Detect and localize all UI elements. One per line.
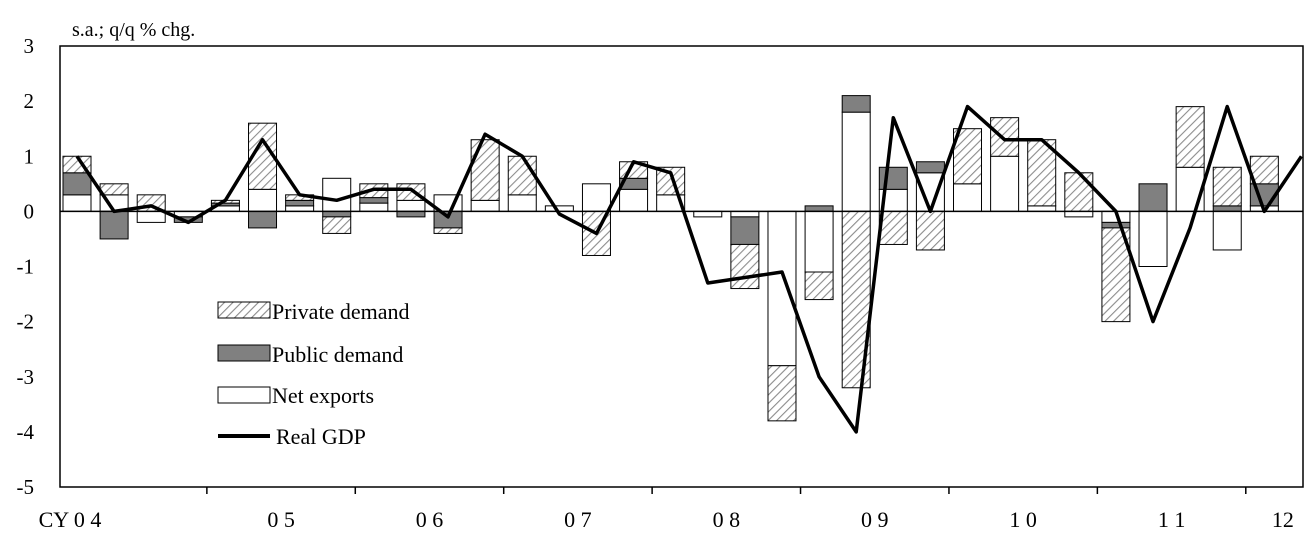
bar-private-demand <box>767 365 797 422</box>
x-axis-label: 1 1 <box>1158 507 1186 532</box>
bar-net-exports <box>544 205 574 212</box>
bar-public-demand <box>322 210 352 218</box>
bar-private-demand <box>1212 166 1242 207</box>
legend-label-real-gdp: Real GDP <box>276 424 366 449</box>
bar-public-demand <box>396 210 426 218</box>
bar-private-demand <box>878 210 908 245</box>
bar-net-exports <box>767 210 797 367</box>
bar-public-demand <box>804 205 834 212</box>
bar-net-exports <box>730 210 760 218</box>
bar-public-demand <box>1101 221 1131 229</box>
legend-label-public-demand: Public demand <box>272 342 403 367</box>
bar-private-demand <box>1175 106 1205 168</box>
y-tick-label: 2 <box>24 89 35 113</box>
bar-public-demand <box>1138 183 1168 212</box>
bar-net-exports <box>693 210 723 218</box>
y-tick-label: -1 <box>17 255 35 279</box>
bar-net-exports <box>136 210 166 223</box>
bar-private-demand <box>507 155 537 196</box>
bar-net-exports <box>1212 210 1242 251</box>
bar-public-demand <box>99 210 129 240</box>
y-tick-label: -4 <box>17 420 35 444</box>
bar-net-exports <box>1138 210 1168 267</box>
bar-net-exports <box>990 155 1020 212</box>
y-tick-label: 0 <box>24 199 35 223</box>
y-tick-label: -3 <box>17 365 35 389</box>
legend-label-private-demand: Private demand <box>272 299 409 324</box>
bar-public-demand <box>915 161 945 174</box>
bar-public-demand <box>1212 205 1242 212</box>
x-axis-ticks <box>206 487 1247 494</box>
y-tick-label: 1 <box>24 144 35 168</box>
bar-public-demand <box>285 199 315 207</box>
y-tick-label: 3 <box>24 34 35 58</box>
x-axis-label: 0 9 <box>861 507 889 532</box>
bar-public-demand <box>248 210 278 229</box>
y-tick-labels: 3 2 1 0 -1 -2 -3 -4 -5 <box>17 34 35 499</box>
legend-swatch-net-exports <box>217 386 271 404</box>
bar-private-demand <box>990 117 1020 157</box>
bar-net-exports <box>1027 205 1057 212</box>
bar-net-exports <box>841 111 871 212</box>
bar-net-exports <box>953 183 983 212</box>
unit-label: s.a.; q/q % chg. <box>72 19 195 41</box>
bar-net-exports <box>248 188 278 212</box>
bar-stacks <box>62 95 1279 422</box>
bar-net-exports <box>619 188 649 212</box>
bar-public-demand <box>841 95 871 113</box>
plot-frame <box>59 45 1304 488</box>
bar-private-demand <box>730 243 760 290</box>
bar-net-exports <box>804 210 834 273</box>
y-tick-label: -2 <box>17 310 35 334</box>
bar-net-exports <box>396 199 426 212</box>
real-gdp-line <box>75 104 1303 434</box>
bar-net-exports <box>1064 210 1094 218</box>
bar-private-demand <box>433 227 463 234</box>
legend: Private demand Public demand Net exports… <box>217 299 409 449</box>
legend-label-net-exports: Net exports <box>272 383 374 408</box>
bar-net-exports <box>322 177 352 212</box>
bar-net-exports <box>507 194 537 212</box>
legend-swatch-private-demand <box>217 301 271 319</box>
bar-net-exports <box>62 194 92 212</box>
x-axis-label: 0 7 <box>564 507 592 532</box>
bar-public-demand <box>62 172 92 196</box>
bar-private-demand <box>322 216 352 234</box>
bar-private-demand <box>804 271 834 301</box>
bar-public-demand <box>359 197 389 204</box>
bar-private-demand <box>99 183 129 196</box>
x-axis-label: CY 0 4 <box>39 507 102 532</box>
real-gdp-line-group <box>75 104 1303 434</box>
bar-net-exports <box>581 183 611 212</box>
x-axis-labels: CY 0 4 0 5 0 6 0 7 0 8 0 9 1 0 1 1 12 <box>39 507 1294 532</box>
x-axis-label: 12 <box>1272 507 1294 532</box>
bar-public-demand <box>730 216 760 245</box>
bar-net-exports <box>1175 166 1205 212</box>
bar-private-demand <box>470 139 500 201</box>
x-axis-label: 0 5 <box>267 507 295 532</box>
bar-net-exports <box>359 202 389 212</box>
bar-net-exports <box>285 205 315 212</box>
bar-net-exports <box>470 199 500 212</box>
bar-private-demand <box>915 210 945 251</box>
y-tick-label: -5 <box>17 475 35 499</box>
bar-private-demand <box>1064 172 1094 212</box>
legend-swatch-public-demand <box>217 344 271 362</box>
x-axis-label: 1 0 <box>1009 507 1037 532</box>
x-axis-label: 0 8 <box>713 507 741 532</box>
x-axis-label: 0 6 <box>416 507 444 532</box>
